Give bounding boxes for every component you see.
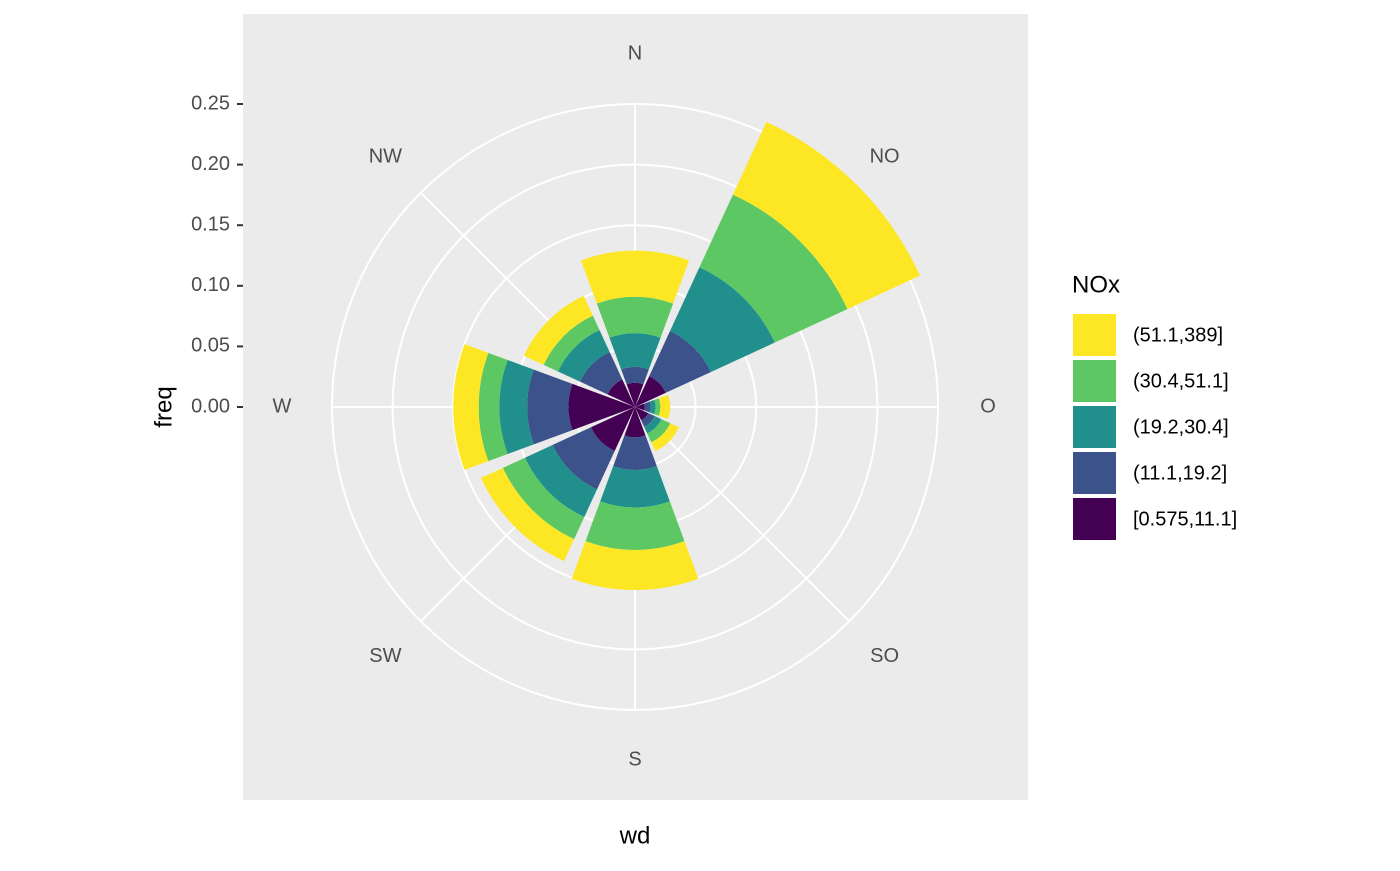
legend-title: NOx	[1072, 271, 1120, 298]
rose-segment	[585, 501, 685, 551]
rose-segment	[579, 351, 623, 395]
legend-label: (19.2,30.4]	[1133, 416, 1229, 438]
y-axis-title: freq	[150, 386, 177, 427]
rose-segment	[647, 419, 671, 443]
rose-segment	[499, 360, 534, 454]
rose-segment	[644, 401, 651, 413]
rose-segment	[644, 416, 662, 434]
rose-segment	[480, 467, 575, 562]
rose-segment	[523, 295, 593, 365]
rose-segment	[600, 466, 670, 508]
legend-label: (11.1,19.2]	[1133, 462, 1227, 484]
rose-segment	[568, 383, 635, 431]
rose-segment	[651, 423, 680, 452]
rose-segment	[607, 379, 635, 407]
rose-segment	[580, 250, 690, 304]
rose-segment	[670, 267, 775, 372]
y-tick-label: 0.15	[191, 213, 230, 235]
rose-segment	[609, 333, 661, 370]
legend-swatch	[1071, 496, 1118, 542]
rose-segment	[635, 407, 649, 421]
rose-segment	[654, 398, 661, 416]
rose-segment	[624, 407, 646, 438]
direction-label: SW	[369, 645, 401, 667]
rose-segment	[524, 445, 597, 518]
rose-segment	[635, 403, 645, 411]
legend-label: [0.575,11.1]	[1133, 508, 1237, 530]
rose-segment	[527, 369, 573, 445]
direction-label: N	[628, 42, 642, 64]
legend-label: (30.4,51.1]	[1133, 370, 1229, 392]
rose-segment	[649, 331, 711, 393]
rose-segment	[613, 435, 657, 471]
rose-segment	[596, 296, 674, 338]
direction-label: O	[980, 395, 996, 417]
legend-swatch	[1071, 450, 1118, 496]
legend-label: (51.1,389]	[1133, 324, 1223, 346]
rose-segment	[658, 394, 671, 420]
legend-swatch	[1071, 358, 1118, 404]
direction-label: S	[628, 748, 641, 770]
spoke	[634, 406, 850, 622]
rose-segment	[621, 367, 649, 385]
rose-segment	[557, 329, 610, 382]
direction-label: W	[273, 395, 292, 417]
direction-label: NO	[870, 146, 900, 168]
y-tick-label: 0.00	[191, 395, 230, 417]
y-tick-label: 0.10	[191, 274, 230, 296]
direction-label: SO	[870, 645, 899, 667]
rose-segment	[649, 399, 656, 415]
rose-segment	[626, 382, 644, 407]
rose-segment	[478, 352, 508, 462]
rose-segment	[732, 121, 921, 310]
rose-segment	[590, 407, 635, 452]
rose-segment	[571, 541, 699, 591]
y-tick-label: 0.25	[191, 92, 230, 114]
rose-segment	[543, 315, 600, 372]
rose-segment	[635, 376, 666, 407]
rose-segment	[552, 427, 615, 490]
rose-segment	[453, 344, 489, 470]
rose-segment	[699, 194, 848, 343]
rose-segment	[502, 457, 585, 540]
legend-swatch	[1071, 404, 1118, 450]
y-tick-label: 0.20	[191, 153, 230, 175]
legend-swatch	[1071, 312, 1118, 358]
x-axis-title: wd	[619, 822, 651, 849]
y-tick-label: 0.05	[191, 335, 230, 357]
rose-segment	[641, 413, 655, 427]
direction-label: NW	[369, 146, 402, 168]
